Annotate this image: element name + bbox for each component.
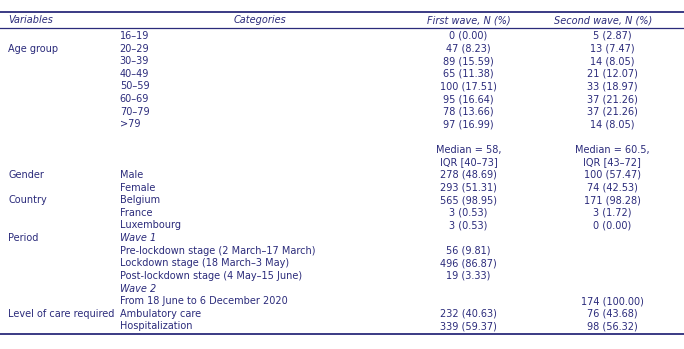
Text: IQR [40–73]: IQR [40–73] [440,157,497,167]
Text: 14 (8.05): 14 (8.05) [590,56,635,66]
Text: 232 (40.63): 232 (40.63) [440,309,497,319]
Text: 3 (0.53): 3 (0.53) [449,221,488,230]
Text: 293 (51.31): 293 (51.31) [440,183,497,193]
Text: 100 (17.51): 100 (17.51) [440,81,497,91]
Text: Variables: Variables [8,15,53,25]
Text: 37 (21.26): 37 (21.26) [587,107,637,117]
Text: 74 (42.53): 74 (42.53) [587,183,637,193]
Text: 89 (15.59): 89 (15.59) [443,56,494,66]
Text: 98 (56.32): 98 (56.32) [587,321,637,332]
Text: Lockdown stage (18 March–3 May): Lockdown stage (18 March–3 May) [120,258,289,268]
Text: 65 (11.38): 65 (11.38) [443,69,494,79]
Text: 95 (16.64): 95 (16.64) [443,94,494,104]
Text: 56 (9.81): 56 (9.81) [446,246,491,256]
Text: 174 (100.00): 174 (100.00) [581,296,644,306]
Text: 0 (0.00): 0 (0.00) [449,31,488,41]
Text: Period: Period [8,233,38,243]
Text: 16–19: 16–19 [120,31,149,41]
Text: 76 (43.68): 76 (43.68) [587,309,637,319]
Text: 19 (3.33): 19 (3.33) [447,271,490,281]
Text: Pre-lockdown stage (2 March–17 March): Pre-lockdown stage (2 March–17 March) [120,246,315,256]
Text: 496 (86.87): 496 (86.87) [440,258,497,268]
Text: 20–29: 20–29 [120,44,149,53]
Text: Gender: Gender [8,170,44,180]
Text: 13 (7.47): 13 (7.47) [590,44,635,53]
Text: Country: Country [8,195,47,205]
Text: 40–49: 40–49 [120,69,149,79]
Text: 100 (57.47): 100 (57.47) [583,170,641,180]
Text: 47 (8.23): 47 (8.23) [446,44,491,53]
Text: Luxembourg: Luxembourg [120,221,181,230]
Text: Female: Female [120,183,155,193]
Text: Level of care required: Level of care required [8,309,115,319]
Text: From 18 June to 6 December 2020: From 18 June to 6 December 2020 [120,296,287,306]
Text: Median = 58,: Median = 58, [436,144,501,155]
Text: 14 (8.05): 14 (8.05) [590,119,635,129]
Text: 50–59: 50–59 [120,81,149,91]
Text: Second wave, N (%): Second wave, N (%) [554,15,653,25]
Text: 37 (21.26): 37 (21.26) [587,94,637,104]
Text: 30–39: 30–39 [120,56,149,66]
Text: Median = 60.5,: Median = 60.5, [575,144,650,155]
Text: 78 (13.66): 78 (13.66) [443,107,494,117]
Text: Male: Male [120,170,143,180]
Text: France: France [120,208,153,218]
Text: 278 (48.69): 278 (48.69) [440,170,497,180]
Text: Belgium: Belgium [120,195,160,205]
Text: 3 (1.72): 3 (1.72) [593,208,631,218]
Text: 97 (16.99): 97 (16.99) [443,119,494,129]
Text: Age group: Age group [8,44,58,53]
Text: 5 (2.87): 5 (2.87) [593,31,631,41]
Text: >79: >79 [120,119,140,129]
Text: Wave 2: Wave 2 [120,284,156,294]
Text: 60–69: 60–69 [120,94,149,104]
Text: Post-lockdown stage (4 May–15 June): Post-lockdown stage (4 May–15 June) [120,271,302,281]
Text: First wave, N (%): First wave, N (%) [427,15,510,25]
Text: 565 (98.95): 565 (98.95) [440,195,497,205]
Text: 0 (0.00): 0 (0.00) [593,221,631,230]
Text: 3 (0.53): 3 (0.53) [449,208,488,218]
Text: Wave 1: Wave 1 [120,233,156,243]
Text: 33 (18.97): 33 (18.97) [587,81,637,91]
Text: Categories: Categories [233,15,287,25]
Text: 171 (98.28): 171 (98.28) [583,195,641,205]
Text: 70–79: 70–79 [120,107,149,117]
Text: 339 (59.37): 339 (59.37) [440,321,497,332]
Text: Ambulatory care: Ambulatory care [120,309,201,319]
Text: 21 (12.07): 21 (12.07) [587,69,637,79]
Text: Hospitalization: Hospitalization [120,321,192,332]
Text: IQR [43–72]: IQR [43–72] [583,157,641,167]
